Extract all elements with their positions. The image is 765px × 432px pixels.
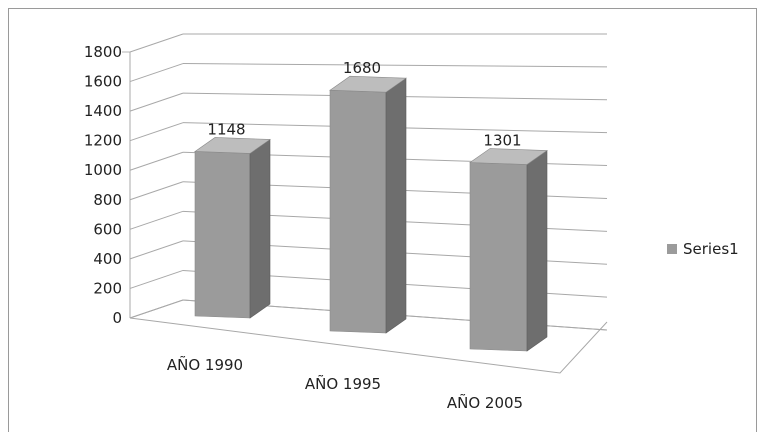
y-tick-label-1400: 1400 (84, 102, 122, 120)
y-tick-label-600: 600 (93, 220, 122, 238)
bar-front-0 (194, 151, 251, 319)
y-tick-label-400: 400 (93, 250, 122, 268)
gridline-left-1400 (129, 92, 184, 112)
gridline-left-400 (129, 240, 184, 260)
gridline-left-1200 (129, 122, 184, 142)
bar-top-2 (469, 148, 548, 165)
y-tick-label-1200: 1200 (84, 132, 122, 150)
data-label-0: 1148 (207, 120, 245, 138)
x-tick-label-0: AÑO 1990 (167, 355, 243, 374)
floor-front-edge (129, 317, 608, 374)
floor-back-edge (129, 299, 608, 331)
y-axis-ticks: 0 200 400 600 800 1000 1200 1400 1600 1800 (84, 43, 122, 327)
data-label-2: 1301 (483, 132, 521, 150)
gridline-left-600 (129, 210, 184, 230)
gridline-left-1800 (129, 33, 184, 53)
x-tick-label-1: AÑO 1995 (305, 374, 381, 393)
gridline-left-1000 (129, 151, 184, 171)
gridline-left-200 (129, 269, 184, 289)
legend: Series1 (667, 240, 739, 258)
data-label-1: 1680 (343, 59, 381, 77)
back-wall-left-edge (122, 51, 131, 318)
bar-side-2 (526, 149, 548, 352)
legend-label-series1: Series1 (683, 240, 739, 258)
bar-side-0 (249, 138, 271, 319)
gridline-1600 (182, 63, 608, 68)
y-tick-label-1600: 1600 (84, 73, 122, 91)
y-tick-label-0: 0 (112, 309, 122, 327)
bar-front-1 (329, 89, 387, 334)
x-tick-label-2: AÑO 2005 (447, 393, 523, 412)
bar-top-1 (329, 75, 407, 93)
bar-top-0 (194, 137, 271, 154)
legend-swatch-series1 (667, 244, 677, 254)
x-axis-labels: AÑO 1990 AÑO 1995 AÑO 2005 (167, 355, 523, 412)
y-tick-label-200: 200 (93, 279, 122, 297)
gridline-left-800 (129, 181, 184, 201)
bars (194, 75, 548, 352)
bar-side-1 (385, 77, 407, 334)
bar-front-2 (469, 162, 528, 352)
y-tick-label-1000: 1000 (84, 161, 122, 179)
y-tick-label-800: 800 (93, 191, 122, 209)
y-tick-label-1800: 1800 (84, 43, 122, 61)
chart-walls (122, 51, 131, 318)
chart-floor (129, 52, 608, 374)
gridline-left-1600 (129, 63, 184, 83)
data-labels: 1148 1680 1301 (207, 59, 521, 149)
